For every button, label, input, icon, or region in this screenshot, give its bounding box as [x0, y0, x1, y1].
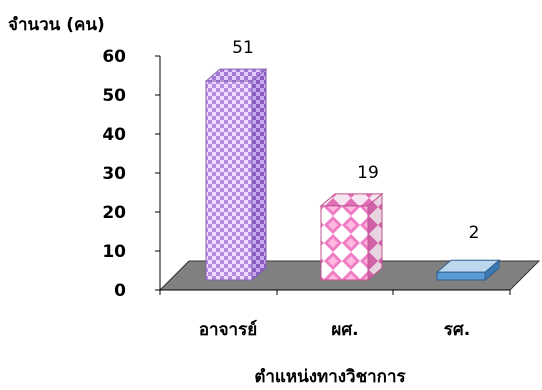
y-tick-label: 0	[114, 281, 126, 301]
y-tick-label: 10	[102, 242, 126, 262]
y-tick-label: 50	[102, 86, 126, 106]
bar-3	[435, 259, 501, 282]
y-tick-label: 30	[102, 164, 126, 184]
bar-front	[320, 205, 369, 281]
y-tick-label: 20	[102, 203, 126, 223]
data-label: 2	[469, 223, 480, 243]
data-label: 51	[232, 38, 254, 58]
bar-side	[367, 192, 383, 282]
bar-front	[436, 271, 486, 281]
y-axis-title: จำนวน (คน)	[8, 15, 105, 35]
x-category-label: รศ.	[444, 320, 470, 340]
bar-1	[204, 68, 268, 282]
y-tick-label: 40	[102, 125, 126, 145]
bar-front	[205, 80, 253, 281]
x-category-label: อาจารย์	[199, 319, 257, 340]
bar-side	[251, 68, 267, 282]
data-label: 19	[357, 163, 379, 183]
x-axis-title: ตำแหน่งทางวิชาการ	[254, 367, 406, 387]
bar-2	[319, 192, 384, 282]
x-category-label: ผศ.	[331, 320, 358, 340]
y-tick-label: 60	[102, 47, 126, 67]
